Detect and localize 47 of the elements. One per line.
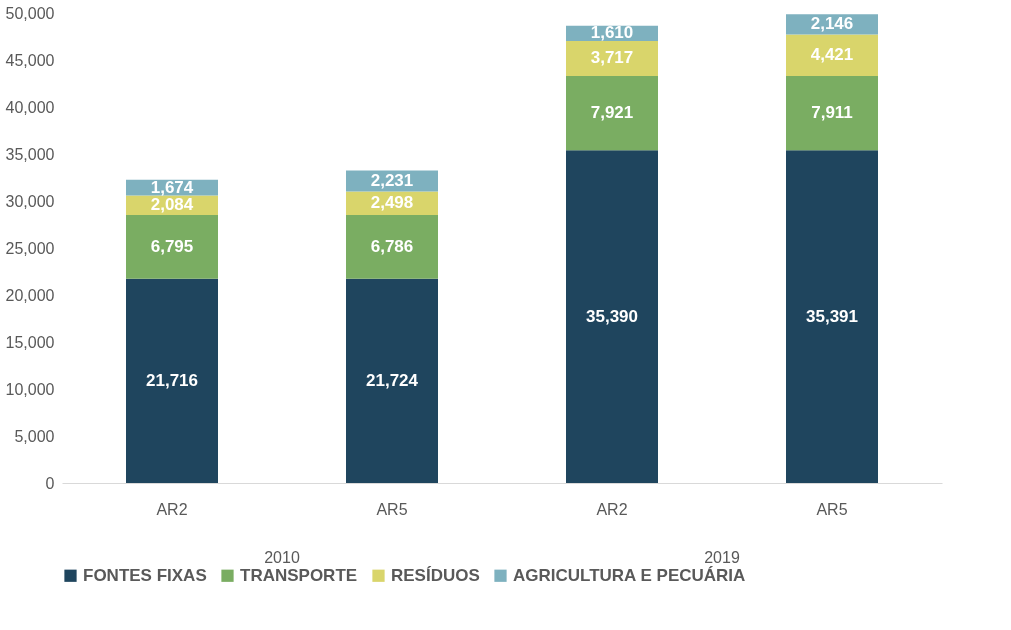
data-label: 6,786	[370, 236, 414, 256]
text: 2019	[704, 549, 740, 566]
legend-label: RESÍDUOS	[391, 565, 480, 585]
bar	[346, 278, 438, 483]
bar	[786, 150, 878, 483]
y-tick-label: 5,000	[14, 427, 55, 445]
data-label: 1,610	[590, 23, 634, 43]
data-label: 4,421	[810, 45, 854, 65]
data-label: 2,084	[150, 195, 194, 215]
data-label: 2,498	[370, 193, 414, 213]
bar	[346, 215, 438, 279]
y-tick-label: 30,000	[5, 192, 55, 210]
x-tick-label: AR2	[596, 500, 628, 518]
y-tick-label: 10,000	[5, 380, 55, 398]
y-tick-label: 45,000	[5, 51, 55, 69]
data-label: 1,674	[150, 177, 194, 197]
y-tick-label: 15,000	[5, 333, 55, 351]
bar	[566, 75, 658, 151]
x-tick-label: AR2	[156, 500, 188, 518]
y-tick-label: 0	[45, 474, 55, 492]
data-label: 7,921	[590, 103, 634, 123]
bar	[126, 278, 218, 483]
y-tick-label: 40,000	[5, 98, 55, 116]
data-label: 2,146	[810, 14, 854, 34]
text: 2010	[264, 549, 300, 566]
y-tick-label: 50,000	[5, 4, 55, 22]
data-label: 7,911	[811, 103, 853, 123]
data-label: 2,231	[370, 171, 414, 191]
x-tick-label: AR5	[376, 500, 408, 518]
data-label: 21,716	[146, 370, 198, 390]
bar	[786, 34, 878, 76]
bar	[566, 40, 658, 76]
bar	[786, 75, 878, 151]
legend-label: TRANSPORTE	[240, 565, 358, 585]
data-label: 35,390	[586, 306, 638, 326]
data-label: 35,391	[806, 306, 858, 326]
data-label: 6,795	[150, 236, 194, 256]
bar	[126, 215, 218, 279]
x-tick-label: AR5	[816, 500, 848, 518]
y-tick-label: 25,000	[5, 239, 55, 257]
legend-label: FONTES FIXAS	[83, 565, 207, 585]
y-tick-label: 35,000	[5, 145, 55, 163]
y-tick-label: 20,000	[5, 286, 55, 304]
data-label: 3,717	[590, 48, 634, 68]
data-label: 21,724	[366, 370, 419, 390]
bar	[566, 150, 658, 483]
legend-label: AGRICULTURA E PECUÁRIA	[513, 565, 746, 585]
